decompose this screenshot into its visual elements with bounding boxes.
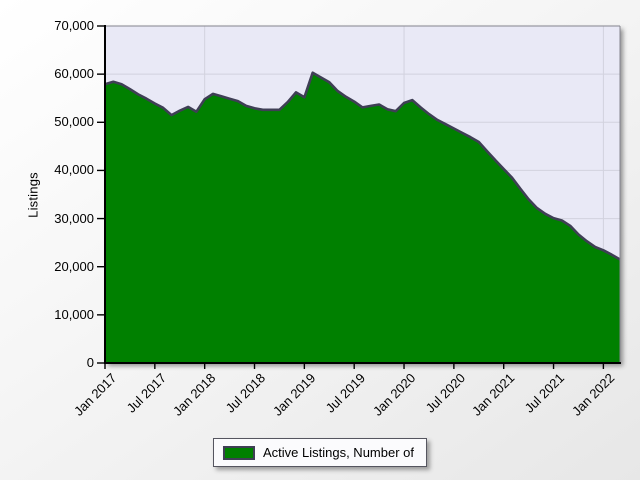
legend-label: Active Listings, Number of [262,445,415,460]
area-series [104,71,621,363]
y-tick-label: 70,000 [54,18,94,33]
axes [104,25,621,364]
y-tick-label: 50,000 [54,114,94,130]
y-tick-label: 0 [86,355,94,370]
legend-swatch [222,445,255,460]
y-tick-label: 40,000 [54,162,94,178]
tick-marks [97,25,605,369]
area-fill [105,72,620,363]
y-tick-label: 60,000 [54,66,94,82]
legend: Active Listings, Number of [212,438,428,467]
y-tick-label: 30,000 [54,210,94,226]
plot-frame [105,25,621,363]
area-edge-line [104,71,621,261]
y-tick-label: 20,000 [54,258,94,274]
y-tick-label: 10,000 [54,306,94,322]
